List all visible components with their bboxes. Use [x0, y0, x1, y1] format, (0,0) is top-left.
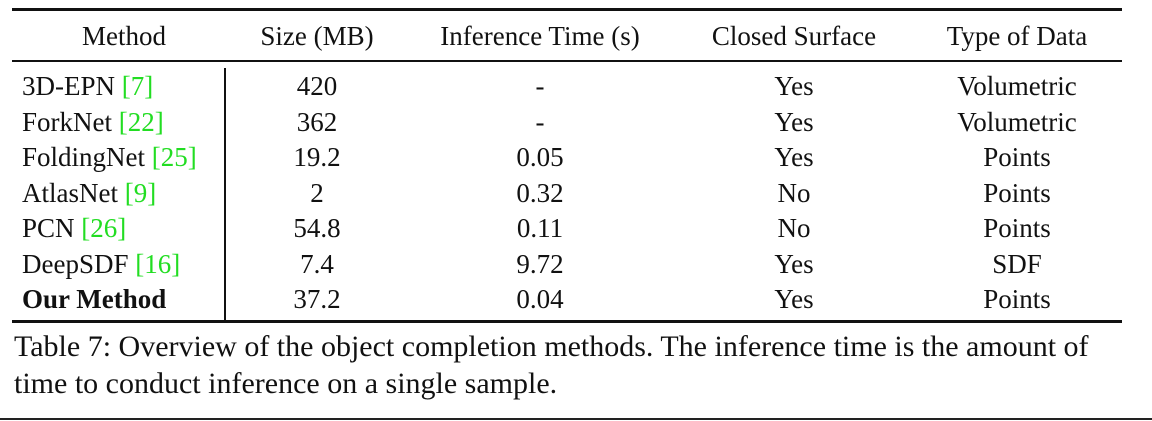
closed-cell: Yes — [774, 142, 814, 172]
size-cell: 420 — [296, 71, 338, 101]
header-method: Method — [82, 21, 166, 51]
time-cell: 0.32 — [516, 178, 564, 208]
closed-cell: No — [777, 213, 811, 243]
method-cell: AtlasNet [9] — [22, 176, 156, 210]
type-cell: Points — [983, 142, 1051, 172]
method-name: 3D-EPN — [22, 71, 115, 101]
type-cell: Points — [983, 284, 1051, 314]
size-cell: 37.2 — [293, 284, 341, 314]
time-cell: 0.04 — [516, 284, 564, 314]
closed-cell: No — [777, 178, 811, 208]
type-cell: Points — [983, 178, 1051, 208]
header-size: Size (MB) — [260, 21, 374, 51]
type-cell: Points — [983, 213, 1051, 243]
header-closed-surface: Closed Surface — [711, 21, 877, 51]
method-name: Our Method — [22, 284, 167, 314]
method-name: DeepSDF — [22, 249, 129, 279]
closed-cell: Yes — [774, 249, 814, 279]
page-bottom-line — [0, 418, 1152, 420]
method-cell: DeepSDF [16] — [22, 247, 180, 281]
time-cell: - — [535, 107, 545, 137]
method-cell: 3D-EPN [7] — [22, 69, 153, 103]
citation-ref: [25] — [151, 142, 197, 172]
method-cell: FoldingNet [25] — [22, 140, 197, 174]
citation-ref: [22] — [118, 107, 164, 137]
table-top-rule — [12, 8, 1122, 11]
closed-cell: Yes — [774, 71, 814, 101]
header-type-of-data: Type of Data — [946, 21, 1088, 51]
table-caption: Table 7: Overview of the object completi… — [14, 330, 1089, 400]
citation-ref: [7] — [121, 71, 154, 101]
table-bottom-rule — [12, 320, 1122, 323]
method-name: FoldingNet — [22, 142, 146, 172]
closed-cell: Yes — [774, 107, 814, 137]
size-cell: 362 — [296, 107, 338, 137]
size-cell: 2 — [310, 178, 324, 208]
citation-ref: [9] — [124, 178, 157, 208]
method-name: AtlasNet — [22, 178, 118, 208]
method-cell: PCN [26] — [22, 211, 126, 245]
time-cell: 9.72 — [516, 249, 564, 279]
method-name: PCN — [22, 213, 75, 243]
method-name: ForkNet — [22, 107, 112, 137]
table-mid-rule — [12, 60, 1122, 62]
method-column-divider — [224, 68, 226, 320]
citation-ref: [26] — [81, 213, 127, 243]
method-cell: ForkNet [22] — [22, 105, 164, 139]
closed-cell: Yes — [774, 284, 814, 314]
type-cell: Volumetric — [957, 107, 1077, 137]
citation-ref: [16] — [135, 249, 181, 279]
method-cell: Our Method — [22, 282, 166, 316]
time-cell: - — [535, 71, 545, 101]
size-cell: 54.8 — [293, 213, 341, 243]
time-cell: 0.11 — [516, 213, 564, 243]
type-cell: SDF — [992, 249, 1042, 279]
size-cell: 7.4 — [300, 249, 334, 279]
time-cell: 0.05 — [516, 142, 564, 172]
size-cell: 19.2 — [293, 142, 341, 172]
header-inference-time: Inference Time (s) — [440, 21, 640, 51]
type-cell: Volumetric — [957, 71, 1077, 101]
